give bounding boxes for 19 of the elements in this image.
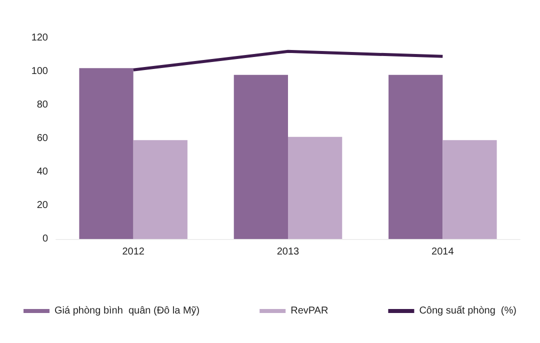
y-tick-label: 20 [36, 200, 48, 211]
bar [388, 74, 443, 239]
legend-label: RevPAR [290, 306, 328, 316]
bar [234, 74, 288, 239]
legend-label: Công suất phòng (%) [419, 306, 516, 316]
x-tick-label: 2013 [276, 246, 300, 258]
y-tick-label: 0 [42, 234, 48, 244]
bar [79, 68, 134, 239]
y-tick-label: 120 [31, 32, 48, 44]
legend-label: Giá phòng bình quân (Đô la Mỹ) [54, 306, 200, 316]
y-tick-label: 100 [31, 66, 48, 77]
y-tick-label: 40 [36, 166, 48, 178]
x-tick-label: 2012 [122, 246, 145, 258]
bar [133, 140, 188, 239]
bar [442, 140, 497, 239]
y-tick-label: 80 [36, 100, 48, 110]
x-tick-label: 2014 [432, 246, 454, 258]
bar [288, 136, 342, 239]
y-tick-label: 60 [36, 133, 48, 144]
